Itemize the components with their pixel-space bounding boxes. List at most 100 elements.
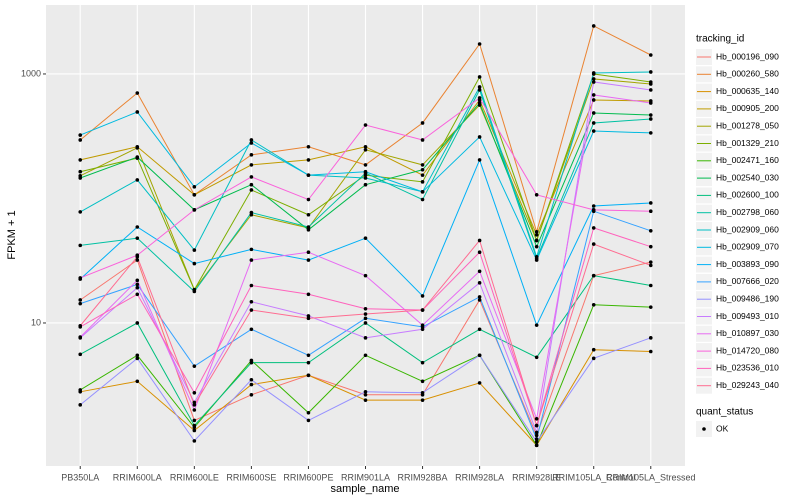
data-point [249,210,254,215]
legend-label: Hb_001329_210 [716,138,779,148]
data-point [363,398,368,402]
data-point [192,193,197,197]
data-point [78,243,83,248]
data-point [420,197,425,202]
data-point [249,382,254,387]
data-point [306,258,311,262]
data-point [648,113,653,117]
x-axis-title: sample_name [330,483,399,495]
data-point [591,93,596,97]
data-point [534,233,539,237]
data-point [78,133,83,137]
data-point [192,261,197,266]
legend-label: Hb_002540_030 [716,172,779,182]
data-point [363,306,368,311]
x-tick-label: RRIM928BA [398,472,448,482]
x-tick-label: RRIM600SE [226,472,276,482]
data-point [648,117,653,121]
data-point [648,228,653,233]
data-point [249,327,254,332]
data-point [306,292,311,297]
data-point [477,101,482,105]
data-point [591,273,596,278]
data-point [78,298,83,302]
data-point [477,96,482,100]
data-point [477,381,482,385]
x-tick-label: RRIM600LA [113,472,162,482]
legend-label: Hb_002909_070 [716,242,779,252]
data-point [135,225,140,229]
x-tick-label: RRIM600PE [283,472,333,482]
data-point [249,308,254,312]
data-point [591,71,596,75]
data-point [363,169,368,174]
data-point [648,260,653,264]
data-point [648,70,653,74]
data-point [249,175,254,179]
legend-label: Hb_009486_190 [716,293,779,303]
data-point [363,236,368,240]
data-point [420,308,425,312]
data-point [306,173,311,177]
data-point [78,138,83,142]
data-point [591,302,596,307]
data-point [420,180,425,184]
legend-label: Hb_003893_090 [716,259,779,269]
y-axis-title: FPKM + 1 [6,210,18,259]
data-point [192,208,197,212]
data-point [420,360,425,365]
data-point [534,258,539,262]
data-point [363,163,368,167]
data-point [534,238,539,243]
data-point [420,163,425,167]
data-point [135,258,140,262]
data-point [534,430,539,435]
data-point [249,182,254,187]
data-point [477,250,482,255]
data-point [306,145,311,149]
data-point [135,321,140,325]
data-point [249,163,254,167]
data-point [420,138,425,142]
data-point [477,298,482,302]
x-tick-label: PB350LA [61,472,99,482]
data-point [477,327,482,332]
data-point [534,440,539,444]
data-point [192,428,197,433]
data-point [477,135,482,139]
data-point [648,336,653,340]
data-point [135,178,140,182]
data-point [306,418,311,423]
data-point [363,312,368,316]
data-point [477,353,482,358]
data-point [534,229,539,234]
data-point [78,169,83,174]
data-point [192,418,197,423]
legend-label: Hb_009493_010 [716,311,779,321]
data-point [591,121,596,125]
data-point [249,138,254,142]
data-point [648,209,653,214]
data-point [135,91,140,95]
legend-swatch [702,427,706,431]
data-point [648,263,653,268]
legend-label: Hb_002471_160 [716,155,779,165]
data-point [306,353,311,358]
x-tick-label: RRIM901LA [341,472,390,482]
data-point [135,255,140,259]
data-point [192,408,197,412]
data-point [135,155,140,159]
data-point [591,208,596,212]
data-point [249,392,254,397]
data-point [135,353,140,358]
legend-label: Hb_000635_140 [716,86,779,96]
legend-label: Hb_007666_020 [716,276,779,286]
legend-label: Hb_002798_060 [716,207,779,217]
data-point [534,437,539,441]
x-tick-label: RRIM928LA [455,472,504,482]
data-point [249,188,254,192]
legend-label: Hb_029243_040 [716,380,779,390]
data-point [192,364,197,368]
data-point [78,352,83,357]
data-point [249,299,254,304]
